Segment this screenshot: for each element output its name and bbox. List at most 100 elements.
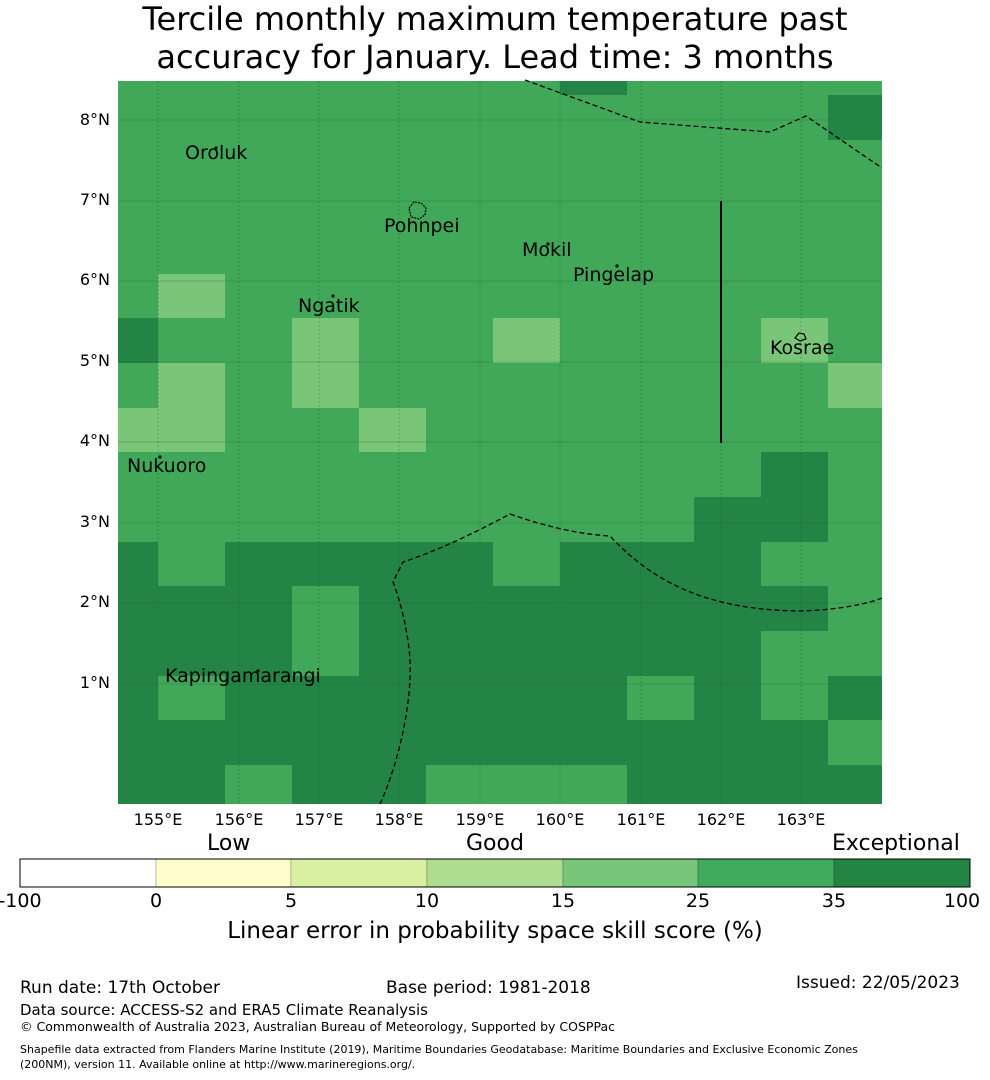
place-label-mokil: Mokil [522, 239, 572, 261]
grid-cell [118, 140, 158, 185]
grid-cell [118, 95, 158, 140]
grid-cell [118, 765, 158, 804]
grid-cell [292, 452, 359, 497]
grid-cell [828, 274, 882, 318]
grid-cell [627, 497, 694, 542]
grid-cell [118, 542, 158, 586]
grid-cell [493, 318, 560, 363]
grid-cell [761, 497, 828, 542]
grid-cell [761, 185, 828, 274]
shapefile-credit-line-2: (200NM), version 11. Available online at… [20, 1058, 416, 1071]
grid-cell [694, 676, 761, 720]
grid-cell [828, 631, 882, 676]
grid-cell [292, 81, 359, 95]
grid-cell [359, 95, 426, 140]
grid-cell [627, 185, 694, 274]
grid-cell [359, 408, 426, 452]
grid-cell [118, 631, 158, 676]
grid-cell [426, 586, 493, 631]
grid-cell [694, 720, 761, 765]
grid-cell [292, 765, 359, 804]
grid-cell [694, 185, 761, 274]
grid-cell [694, 586, 761, 631]
colorbar-tick: -100 [0, 890, 42, 912]
grid-cell [426, 363, 493, 408]
grid-cell [493, 81, 560, 95]
place-label-pohnpei: Pohnpei [384, 215, 460, 237]
grid-cell [158, 720, 225, 765]
base-period: Base period: 1981-2018 [386, 978, 591, 998]
grid-cell [158, 140, 225, 185]
colorbar-tick: 0 [149, 890, 163, 912]
grid-cell [560, 497, 627, 542]
grid-cell [493, 363, 560, 408]
grid-cell [560, 95, 627, 140]
colorbar-frame [19, 858, 971, 888]
grid-cell [158, 81, 225, 95]
grid-cell [761, 318, 828, 363]
grid-cell [426, 408, 493, 452]
pingelap-atoll [615, 264, 619, 268]
grid-cell [560, 542, 627, 586]
grid-cell [493, 631, 560, 676]
grid-cell [627, 81, 694, 95]
colorbar-segment [697, 858, 835, 888]
grid-cell [828, 81, 882, 95]
grid-cell [694, 631, 761, 676]
grid-cell [225, 274, 292, 318]
grid-cell [426, 185, 493, 274]
grid-cell [359, 81, 426, 95]
grid-cell [158, 95, 225, 140]
grid-cell [761, 765, 828, 804]
colorbar-segment [426, 858, 564, 888]
grid-cell [627, 720, 694, 765]
colorbar [19, 858, 971, 888]
grid-cell [225, 318, 292, 363]
grid-cell [761, 81, 828, 95]
grid-cell [359, 631, 426, 676]
grid-cell [828, 140, 882, 185]
eez-boundary-north [524, 79, 883, 169]
grid-cell [225, 676, 292, 720]
grid-cell [560, 676, 627, 720]
colorbar-category-exceptional: Exceptional [832, 831, 960, 856]
grid-cell [426, 497, 493, 542]
grid-cell [292, 676, 359, 720]
grid-cell [694, 81, 761, 95]
grid-cell [158, 274, 225, 318]
lon-tick-158e: 158°E [374, 810, 424, 829]
grid-cell [225, 497, 292, 542]
grid-cell [225, 765, 292, 804]
lon-tick-155e: 155°E [133, 810, 183, 829]
grid-cell [359, 185, 426, 274]
grid-cell [118, 363, 158, 408]
copyright: © Commonwealth of Australia 2023, Austra… [20, 1019, 615, 1034]
grid-cell [225, 586, 292, 631]
grid-cell [493, 765, 560, 804]
title-line-2: accuracy for January. Lead time: 3 month… [156, 38, 834, 76]
colorbar-segment [290, 858, 428, 888]
run-date: Run date: 17th October [20, 978, 220, 998]
grid-cell [493, 140, 560, 185]
grid-cell [158, 586, 225, 631]
grid-cell [292, 542, 359, 586]
grid-cell [493, 676, 560, 720]
grid-cell [761, 676, 828, 720]
grid-cell [118, 318, 158, 363]
chart-title: Tercile monthly maximum temperature past… [0, 0, 990, 76]
grid-cell [225, 720, 292, 765]
grid-cell [426, 318, 493, 363]
grid-cell [627, 452, 694, 497]
grid-cell [426, 631, 493, 676]
eez-boundaries [379, 79, 883, 805]
grid-cell [118, 720, 158, 765]
grid-cell [292, 408, 359, 452]
place-label-kapingamarangi: Kapingamarangi [165, 665, 321, 687]
mokil-atoll [546, 242, 550, 246]
grid-cell [118, 676, 158, 720]
grid-cell [292, 497, 359, 542]
colorbar-segment [562, 858, 699, 888]
grid-cell [426, 274, 493, 318]
grid-cell [292, 318, 359, 363]
